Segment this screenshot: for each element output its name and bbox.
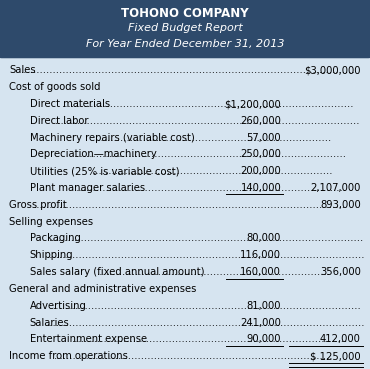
Text: Selling expenses: Selling expenses bbox=[9, 217, 93, 227]
Text: $ 125,000: $ 125,000 bbox=[310, 351, 361, 361]
Text: Packaging: Packaging bbox=[30, 234, 81, 244]
Text: 356,000: 356,000 bbox=[320, 267, 361, 277]
Text: 241,000: 241,000 bbox=[240, 318, 281, 328]
Text: 260,000: 260,000 bbox=[240, 116, 281, 126]
Text: ................................................................................: ........................................… bbox=[74, 149, 347, 159]
Text: 90,000: 90,000 bbox=[247, 334, 281, 344]
Text: Gross profit: Gross profit bbox=[9, 200, 67, 210]
Text: 250,000: 250,000 bbox=[240, 149, 281, 159]
Text: 80,000: 80,000 bbox=[247, 234, 281, 244]
Text: General and administrative expenses: General and administrative expenses bbox=[9, 284, 196, 294]
Text: Machinery repairs (variable cost): Machinery repairs (variable cost) bbox=[30, 132, 194, 143]
FancyBboxPatch shape bbox=[0, 0, 370, 58]
Text: 81,000: 81,000 bbox=[247, 301, 281, 311]
Text: For Year Ended December 31, 2013: For Year Ended December 31, 2013 bbox=[86, 39, 284, 49]
Text: Salaries: Salaries bbox=[30, 318, 69, 328]
Text: Direct labor: Direct labor bbox=[30, 116, 88, 126]
Text: 2,107,000: 2,107,000 bbox=[310, 183, 361, 193]
Text: ................................................................................: ........................................… bbox=[53, 351, 333, 361]
Text: ................................................................................: ........................................… bbox=[62, 99, 355, 109]
Text: ................................................................................: ........................................… bbox=[53, 301, 361, 311]
Text: 893,000: 893,000 bbox=[320, 200, 361, 210]
Text: Shipping: Shipping bbox=[30, 250, 73, 260]
Text: Advertising: Advertising bbox=[30, 301, 87, 311]
Text: .........................................................................: ........................................… bbox=[95, 132, 332, 143]
Text: ................................................................................: ........................................… bbox=[34, 200, 346, 210]
Text: Income from operations: Income from operations bbox=[9, 351, 128, 361]
Text: $1,200,000: $1,200,000 bbox=[225, 99, 281, 109]
Text: 116,000: 116,000 bbox=[240, 250, 281, 260]
Text: 140,000: 140,000 bbox=[240, 183, 281, 193]
Text: 57,000: 57,000 bbox=[246, 132, 281, 143]
Text: Utilities (25% is variable cost): Utilities (25% is variable cost) bbox=[30, 166, 179, 176]
Text: Sales salary (fixed annual amount): Sales salary (fixed annual amount) bbox=[30, 267, 204, 277]
Text: $3,000,000: $3,000,000 bbox=[304, 65, 361, 75]
Text: 412,000: 412,000 bbox=[320, 334, 361, 344]
Text: ..........................................................................: ........................................… bbox=[93, 166, 333, 176]
Text: ................................................................................: ........................................… bbox=[47, 318, 365, 328]
Text: TOHONO COMPANY: TOHONO COMPANY bbox=[121, 7, 249, 20]
Text: 160,000: 160,000 bbox=[240, 267, 281, 277]
Text: ................................................................................: ........................................… bbox=[72, 334, 348, 344]
Text: ........................................................................: ........................................… bbox=[97, 267, 331, 277]
Text: ................................................................................: ........................................… bbox=[54, 116, 360, 126]
Text: Direct materials: Direct materials bbox=[30, 99, 110, 109]
Text: Plant manager salaries: Plant manager salaries bbox=[30, 183, 145, 193]
Text: ................................................................................: ........................................… bbox=[74, 183, 347, 193]
Bar bbox=[0, 0, 370, 55]
Text: Cost of goods sold: Cost of goods sold bbox=[9, 82, 101, 92]
Text: Fixed Budget Report: Fixed Budget Report bbox=[128, 23, 242, 34]
Text: Sales: Sales bbox=[9, 65, 36, 75]
Text: ................................................................................: ........................................… bbox=[49, 234, 364, 244]
Text: 200,000: 200,000 bbox=[240, 166, 281, 176]
Text: Entertainment expense: Entertainment expense bbox=[30, 334, 147, 344]
Text: ................................................................................: ........................................… bbox=[21, 65, 356, 75]
Text: ................................................................................: ........................................… bbox=[47, 250, 365, 260]
Text: Depreciation—machinery: Depreciation—machinery bbox=[30, 149, 157, 159]
